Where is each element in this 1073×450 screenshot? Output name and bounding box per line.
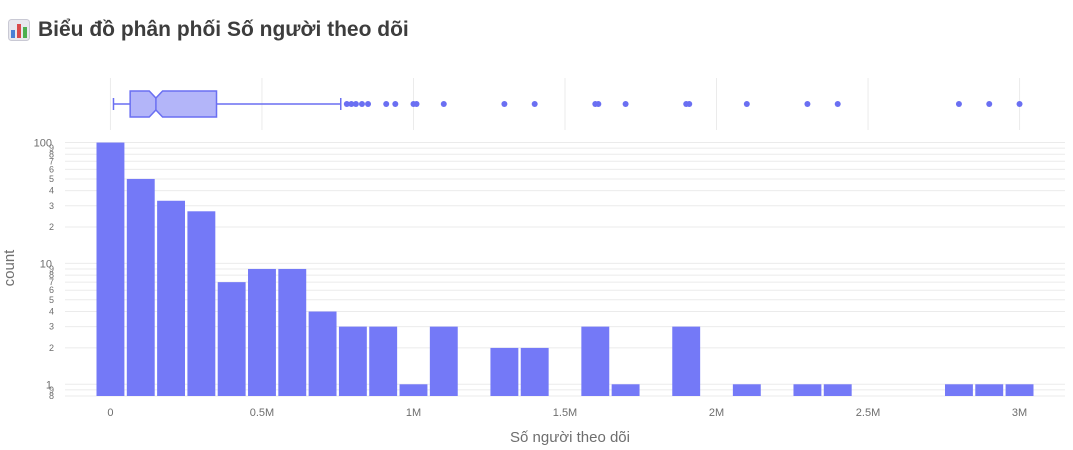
histogram-bar-10 (399, 384, 428, 396)
y-minor-tick-label-13: 5 (49, 174, 54, 184)
boxplot-outlier-18 (804, 101, 811, 107)
histogram-bar-6 (278, 268, 307, 396)
boxplot-outlier-8 (413, 101, 420, 107)
y-minor-tick-label-8: 8 (49, 270, 54, 280)
y-minor-tick-label-16: 8 (49, 149, 54, 159)
histogram-bar-22 (1005, 384, 1034, 396)
histogram-bar-4 (217, 282, 246, 396)
boxplot-outlier-3 (358, 101, 365, 107)
boxplot (112, 90, 1023, 118)
y-minor-tick-label-17: 9 (49, 143, 54, 153)
histogram-bar-3 (187, 211, 216, 396)
boxplot-box (129, 90, 218, 118)
x-tick-label-2: 1M (406, 407, 421, 419)
boxplot-outlier-13 (595, 101, 602, 107)
y-minor-tick-label-6: 6 (49, 285, 54, 295)
y-minor-tick-label-5: 5 (49, 295, 54, 305)
y-minor-tick-label-9: 9 (49, 264, 54, 274)
y-minor-tick-label-3: 3 (49, 322, 54, 332)
x-axis-title: Số người theo dõi (510, 429, 630, 446)
histogram-bar-1 (126, 178, 155, 396)
y-minor-tick-label-14: 6 (49, 164, 54, 174)
histogram-bar-17 (732, 384, 761, 396)
page-title: Biểu đồ phân phối Số người theo dõi (38, 18, 409, 41)
x-tick-label-6: 3M (1012, 407, 1027, 419)
histogram-bar-13 (520, 347, 549, 396)
boxplot-outlier-21 (986, 101, 993, 107)
boxplot-outlier-4 (365, 101, 372, 107)
x-tick-label-0: 0 (107, 407, 113, 419)
boxplot-outlier-6 (392, 101, 399, 107)
histogram-bar-11 (429, 326, 458, 396)
histogram-bar-21 (975, 384, 1004, 396)
histogram-bar-2 (157, 200, 186, 396)
boxplot-outlier-17 (743, 101, 750, 107)
boxplot-outlier-19 (834, 101, 841, 107)
boxplot-outlier-9 (440, 101, 447, 107)
boxplot-outlier-1 (348, 101, 355, 107)
boxplot-outlier-20 (955, 101, 962, 107)
x-tick-label-5: 2.5M (856, 407, 880, 419)
y-tick-label-2: 100 (34, 138, 52, 150)
y-minor-tick-label-4: 4 (49, 307, 54, 317)
bar-chart-icon (8, 19, 30, 41)
histogram-bar-8 (338, 326, 367, 396)
boxplot-outlier-10 (501, 101, 508, 107)
y-minor-tick-label-2: 2 (49, 343, 54, 353)
boxplot-outlier-0 (343, 101, 350, 107)
chart-title-row: Biểu đồ phân phối Số người theo dõi (8, 18, 409, 42)
histogram-bar-9 (369, 326, 398, 396)
y-tick-label-0: 1 (46, 379, 52, 391)
y-minor-tick-label-12: 4 (49, 186, 54, 196)
boxplot-outlier-5 (383, 101, 390, 107)
boxplot-outlier-22 (1016, 101, 1023, 107)
histogram-bar-12 (490, 347, 519, 396)
y-minor-tick-label-11: 3 (49, 201, 54, 211)
histogram-bar-5 (248, 268, 276, 396)
histogram-bar-18 (793, 384, 822, 396)
y-minor-tick-label-7: 7 (49, 277, 54, 287)
histogram-bar-7 (308, 311, 337, 396)
histogram-bar-0 (96, 142, 125, 396)
histogram-bar-14 (581, 326, 610, 396)
histogram-bar-16 (672, 326, 701, 396)
boxplot-outlier-11 (531, 101, 538, 107)
x-tick-label-1: 0.5M (250, 407, 274, 419)
y-minor-tick-label-10: 2 (49, 222, 54, 232)
y-minor-tick-label-0: 8 (49, 391, 54, 401)
boxplot-outlier-14 (622, 101, 629, 107)
y-minor-tick-label-1: 9 (49, 385, 54, 395)
boxplot-outlier-16 (686, 101, 693, 107)
y-axis-title: count (1, 249, 18, 287)
histogram-bar-19 (823, 384, 852, 396)
y-tick-label-1: 10 (40, 258, 52, 270)
y-minor-tick-label-15: 7 (49, 156, 54, 166)
x-tick-label-4: 2M (709, 407, 724, 419)
histogram-bar-20 (944, 384, 973, 396)
x-tick-label-3: 1.5M (553, 407, 577, 419)
boxplot-outlier-2 (352, 101, 359, 107)
axis-ticks: 0 0.5M 1M 1.5M 2M 2.5M 3M110100892345678923456… (34, 138, 1028, 419)
histogram-bar-15 (611, 384, 640, 396)
bars (96, 142, 1034, 396)
